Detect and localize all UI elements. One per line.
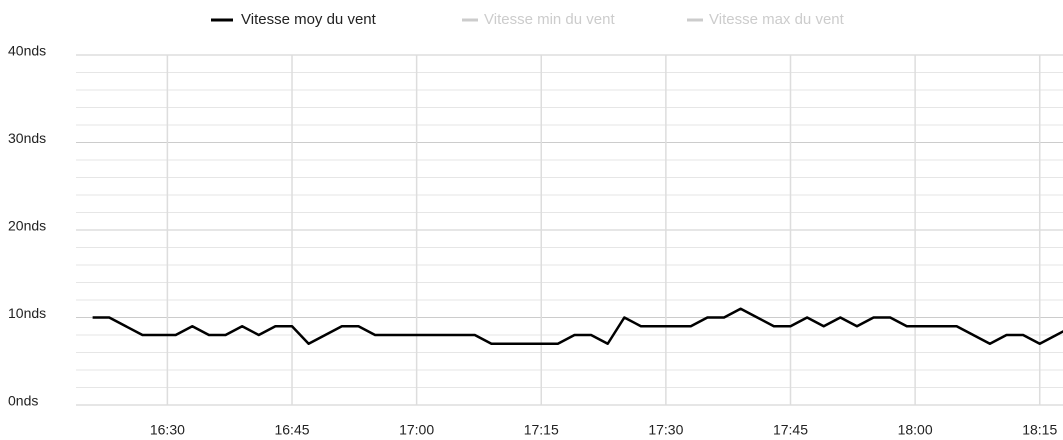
x-tick-label: 18:00 — [898, 422, 933, 438]
y-tick-label: 40nds — [8, 43, 46, 59]
x-tick-label: 17:45 — [773, 422, 808, 438]
y-tick-label: 20nds — [8, 218, 46, 234]
x-tick-label: 17:15 — [524, 422, 559, 438]
legend-label: Vitesse moy du vent — [241, 11, 377, 28]
series-line — [92, 307, 1063, 345]
y-tick-label: 0nds — [8, 393, 38, 409]
grid — [76, 54, 1063, 406]
x-tick-label: 18:15 — [1022, 422, 1057, 438]
legend-label: Vitesse max du vent — [709, 11, 845, 28]
x-tick-label: 16:30 — [150, 422, 185, 438]
y-tick-label: 10nds — [8, 305, 46, 321]
x-tick-label: 17:30 — [648, 422, 683, 438]
legend-label: Vitesse min du vent — [484, 11, 615, 28]
y-tick-label: 30nds — [8, 130, 46, 146]
plot — [92, 307, 1063, 345]
x-tick-label: 17:00 — [399, 422, 434, 438]
x-tick-label: 16:45 — [274, 422, 309, 438]
